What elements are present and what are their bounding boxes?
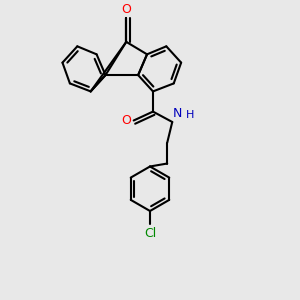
Text: Cl: Cl — [144, 227, 156, 240]
Text: O: O — [121, 114, 131, 127]
Text: H: H — [186, 110, 195, 120]
Text: N: N — [172, 107, 182, 121]
Text: O: O — [121, 3, 131, 16]
